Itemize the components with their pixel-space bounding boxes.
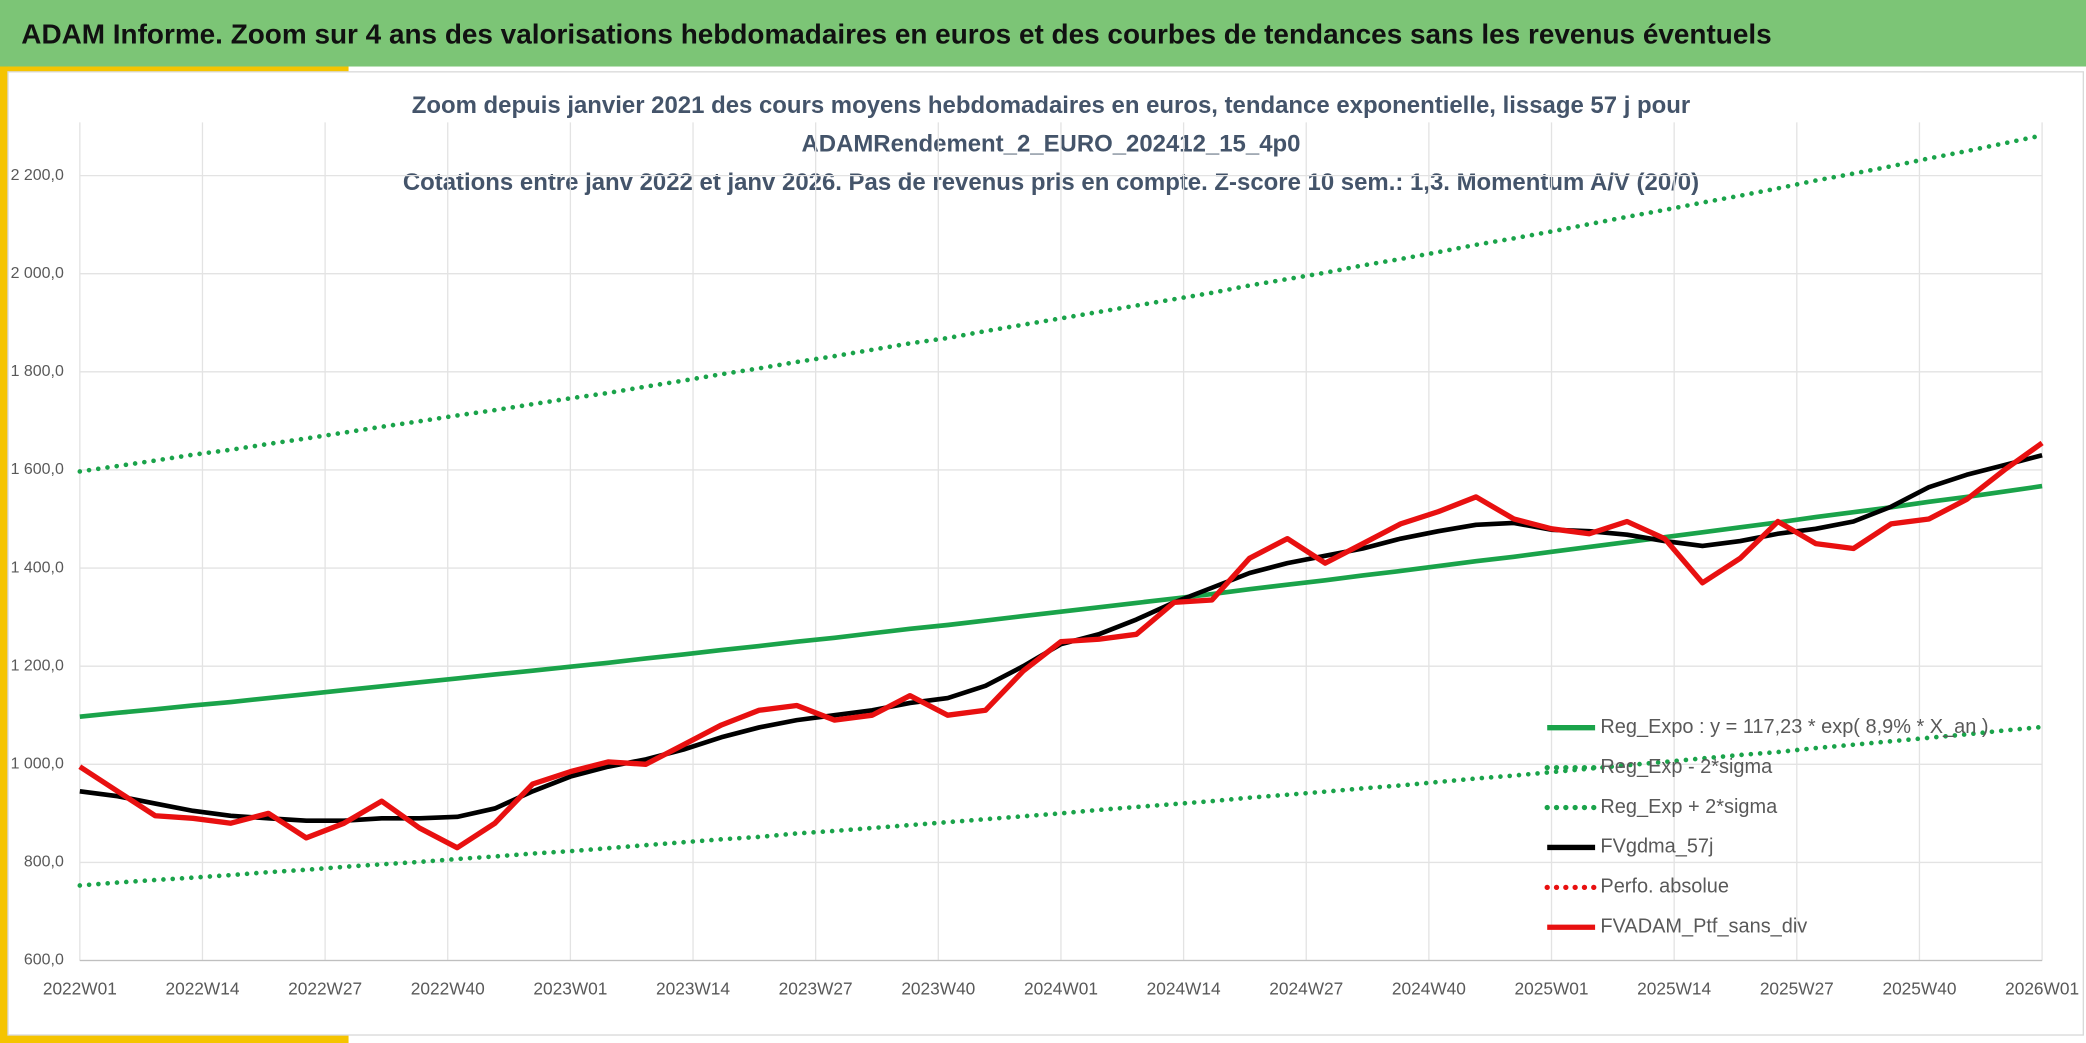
legend-label: FVADAM_Ptf_sans_div: [1600, 916, 1807, 938]
y-tick-label: 800,0: [24, 854, 64, 871]
x-tick-label: 2022W01: [43, 978, 117, 998]
x-tick-label: 2025W01: [1515, 978, 1589, 998]
y-tick-label: 2 000,0: [11, 265, 64, 282]
series-line: [79, 483, 2043, 719]
header-bar: [0, 0, 2086, 67]
bottom-accent: [0, 1035, 349, 1043]
series-line: [78, 440, 2044, 851]
y-tick-label: 1 800,0: [11, 363, 64, 380]
legend-label: FVgdma_57j: [1600, 836, 1713, 858]
chart-title: Zoom depuis janvier 2021 des cours moyen…: [412, 92, 1690, 119]
x-tick-label: 2026W01: [2005, 978, 2079, 998]
series-line: [77, 724, 2045, 888]
chart-frame: [7, 71, 2085, 1036]
x-tick-label: 2023W14: [656, 978, 730, 998]
left-accent: [0, 66, 8, 1043]
x-tick-label: 2023W01: [533, 978, 607, 998]
chart-title: ADAMRendement_2_EURO_202412_15_4p0: [802, 130, 1301, 157]
y-tick-label: 1 200,0: [11, 657, 64, 674]
x-tick-label: 2025W14: [1637, 978, 1711, 998]
x-tick-label: 2025W27: [1760, 978, 1834, 998]
x-tick-label: 2022W27: [288, 978, 362, 998]
x-tick-label: 2024W40: [1392, 978, 1466, 998]
y-tick-label: 2 200,0: [11, 167, 64, 184]
header-title: ADAM Informe. Zoom sur 4 ans des valoris…: [21, 18, 1771, 49]
series-line: [77, 133, 2045, 474]
x-tick-label: 2023W27: [779, 978, 853, 998]
legend-label: Reg_Exp - 2*sigma: [1600, 756, 1773, 778]
x-tick-label: 2022W40: [411, 978, 485, 998]
x-tick-label: 2024W01: [1024, 978, 1098, 998]
top-accent: [0, 66, 349, 72]
x-tick-label: 2025W40: [1882, 978, 1956, 998]
y-tick-label: 1 400,0: [11, 559, 64, 576]
y-tick-label: 1 600,0: [11, 461, 64, 478]
y-tick-label: 600,0: [24, 952, 64, 969]
x-tick-label: 2024W27: [1269, 978, 1343, 998]
chart-title: Cotations entre janv 2022 et janv 2026. …: [403, 169, 1699, 196]
x-tick-label: 2023W40: [901, 978, 975, 998]
x-tick-label: 2024W14: [1147, 978, 1221, 998]
legend-label: Reg_Exp + 2*sigma: [1600, 796, 1778, 818]
x-tick-label: 2022W14: [165, 978, 239, 998]
legend-label: Reg_Expo : y = 117,23 * exp( 8,9% * X_an…: [1600, 716, 1988, 738]
legend-label: Perfo. absolue: [1600, 876, 1729, 898]
y-tick-label: 1 000,0: [11, 756, 64, 773]
